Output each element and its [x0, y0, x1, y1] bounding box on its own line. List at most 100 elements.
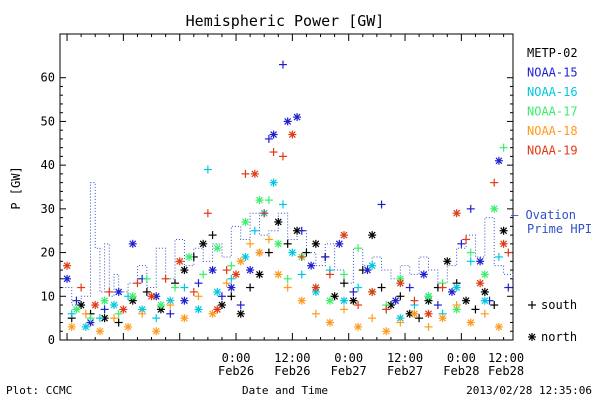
noaa-17-point [499, 143, 508, 152]
noaa-16-point [340, 296, 349, 305]
marker-stroke [209, 266, 216, 274]
noaa-19-point [476, 279, 485, 288]
noaa-15-point [128, 239, 137, 248]
noaa-18-point [311, 309, 320, 318]
noaa-19-point [368, 287, 377, 296]
noaa-15-point [283, 117, 292, 126]
noaa-18-point [180, 314, 189, 323]
x-tick-date-label: Feb26 [274, 364, 310, 378]
marker-stroke [138, 305, 146, 313]
metp-02-point [480, 287, 489, 296]
marker-stroke [349, 297, 357, 305]
noaa-18-point [236, 257, 245, 266]
metp-02-point [349, 296, 358, 305]
marker-stroke [129, 292, 137, 300]
noaa-18-point [152, 327, 161, 336]
marker-stroke [82, 323, 90, 331]
noaa-16-point [95, 314, 104, 323]
metp-02-point [264, 248, 273, 257]
legend: METP-02 NOAA-15 NOAA-16 NOAA-17 NOAA-18 NOAA-… [511, 46, 592, 344]
marker-stroke [481, 297, 489, 305]
marker-stroke [481, 271, 489, 278]
noaa-19-point [203, 209, 212, 218]
x-tick-date-label: Feb26 [218, 364, 254, 378]
noaa-17-point [274, 239, 283, 248]
metp-02-point [255, 270, 264, 279]
noaa-18-point [283, 283, 292, 292]
noaa-19-point [288, 130, 297, 139]
marker-stroke [195, 305, 202, 313]
noaa-19-point [260, 209, 269, 218]
noaa-18-point [194, 292, 203, 301]
marker-stroke [298, 297, 306, 305]
marker-stroke [124, 323, 132, 331]
noaa-17-point [114, 309, 123, 318]
noaa-18-point [264, 235, 273, 244]
metp-02-point [274, 217, 283, 226]
marker-stroke [335, 240, 343, 248]
chart-title: Hemispheric Power [GW] [186, 12, 385, 30]
noaa-19-point [340, 231, 349, 240]
marker-stroke [176, 257, 184, 265]
noaa-18-point [494, 322, 503, 331]
marker-stroke [213, 244, 221, 252]
marker-stroke [101, 297, 109, 305]
marker-stroke [232, 271, 240, 278]
marker-stroke [396, 314, 404, 322]
plot-frame [59, 33, 514, 341]
noaa-19-point [161, 274, 170, 283]
noaa-15-point [246, 266, 255, 275]
marker-stroke [312, 240, 320, 248]
footer-timestamp: 2013/02/28 12:35:06 [466, 384, 592, 397]
noaa-17-point [325, 296, 334, 305]
noaa-15-point [297, 226, 306, 235]
noaa-15-point [466, 204, 475, 213]
legend-noaa-16: NOAA-16 [527, 85, 578, 99]
noaa-17-point [466, 248, 475, 257]
y-tick-label: 20 [41, 246, 55, 260]
noaa-17-point [185, 252, 194, 261]
metp-02-point [462, 296, 471, 305]
noaa-16-point [203, 165, 212, 174]
noaa-17-point [142, 274, 151, 283]
noaa-15-point [114, 287, 123, 296]
noaa-19-point [504, 248, 513, 257]
noaa-17-point [480, 270, 489, 279]
noaa-16-point [227, 274, 236, 283]
noaa-19-point [232, 270, 241, 279]
noaa-19-point [278, 152, 287, 161]
x-tick-label: 0:00 [222, 351, 251, 365]
x-tick-label: 12:00 [387, 351, 423, 365]
metp-02-point [114, 318, 123, 327]
x-tick-date-label: Feb27 [331, 364, 367, 378]
metp-02-point [302, 248, 311, 257]
metp-02-point [396, 292, 405, 301]
noaa-19-point [325, 270, 334, 279]
legend-noaa-15: NOAA-15 [527, 66, 578, 80]
noaa-15-point [194, 279, 203, 288]
noaa-17-point [72, 305, 81, 314]
marker-stroke [476, 279, 484, 287]
noaa-16-point [81, 322, 90, 331]
metp-02-point [100, 314, 109, 323]
noaa-19-point [311, 283, 320, 292]
x-tick-date-label: Feb28 [443, 364, 479, 378]
noaa-19-point [189, 287, 198, 296]
noaa-15-point [100, 305, 109, 314]
noaa-16-point [67, 309, 76, 318]
noaa-17-point [490, 204, 499, 213]
noaa-18-point [297, 296, 306, 305]
marker-stroke [227, 284, 235, 291]
noaa-15-point [476, 257, 485, 266]
marker-stroke [157, 301, 165, 309]
marker-stroke [180, 314, 188, 322]
noaa-18-point [382, 327, 391, 336]
marker-stroke [490, 205, 498, 213]
noaa-18-point [67, 322, 76, 331]
noaa-18-point [368, 314, 377, 323]
legend-noaa-17: NOAA-17 [527, 105, 578, 119]
noaa-16-point [166, 296, 175, 305]
marker-stroke [96, 327, 104, 335]
noaa-18-point [325, 318, 334, 327]
noaa-18-point [424, 322, 433, 331]
